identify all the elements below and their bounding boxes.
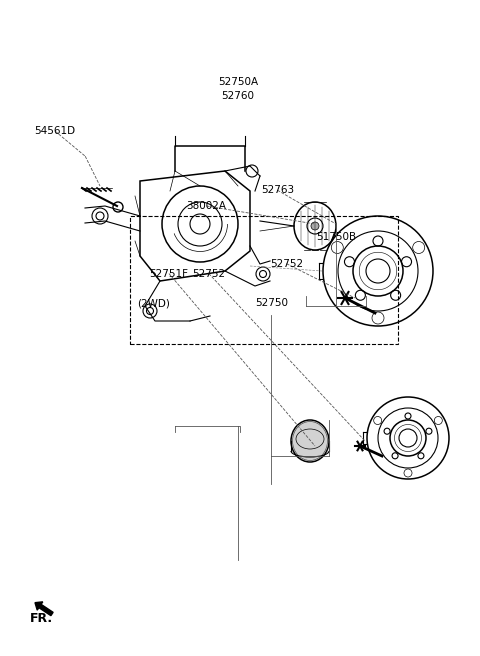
Text: 52750A: 52750A bbox=[218, 77, 258, 87]
Text: 52751F: 52751F bbox=[149, 268, 189, 279]
Circle shape bbox=[311, 222, 319, 230]
Text: (2WD): (2WD) bbox=[137, 298, 170, 308]
Text: 52750: 52750 bbox=[255, 298, 288, 308]
Text: 52752: 52752 bbox=[270, 258, 303, 269]
Bar bbox=[130, 216, 398, 344]
Ellipse shape bbox=[292, 422, 327, 461]
Text: 54561D: 54561D bbox=[35, 126, 76, 136]
Text: 51750B: 51750B bbox=[316, 232, 356, 243]
Text: 52760: 52760 bbox=[221, 91, 254, 101]
Text: 52752: 52752 bbox=[192, 268, 226, 279]
Text: FR.: FR. bbox=[30, 611, 53, 625]
Text: 52763: 52763 bbox=[261, 185, 294, 195]
Text: 38002A: 38002A bbox=[186, 201, 227, 211]
FancyArrow shape bbox=[35, 602, 53, 616]
